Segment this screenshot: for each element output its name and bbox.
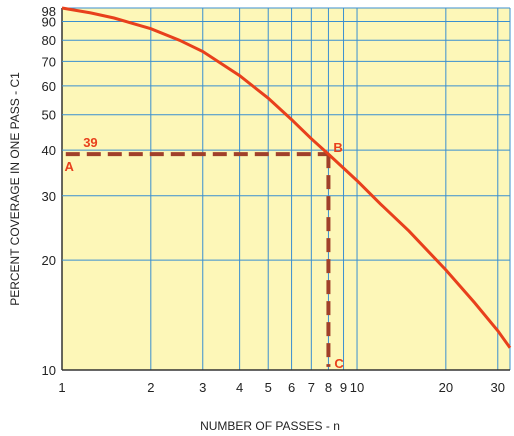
y-tick-label: 30 [42,189,56,204]
annotation-c: C [334,356,344,371]
annotation-b: B [333,140,342,155]
coverage-curve [61,6,512,349]
x-tick-label: 1 [58,380,65,395]
y-gridlines [62,7,510,371]
x-tick-label: 8 [325,380,332,395]
y-tick-label: 10 [42,363,56,378]
x-tick-label: 20 [439,380,453,395]
series-layer [61,6,512,349]
x-gridlines [61,8,511,370]
x-tick-label: 2 [147,380,154,395]
y-tick-label: 20 [42,253,56,268]
x-axis-label: NUMBER OF PASSES - n [200,419,340,433]
y-tick-label: 80 [42,33,56,48]
x-tick-label: 9 [340,380,347,395]
plot-background [62,8,510,370]
annotation-39: 39 [83,135,97,150]
x-tick-label: 7 [308,380,315,395]
x-tick-label: 6 [288,380,295,395]
x-tick-label: 4 [236,380,243,395]
x-tick-label: 3 [199,380,206,395]
y-tick-label: 40 [42,143,56,158]
x-tick-labels: 1 2 3 4 5 6 7 8 9 10 20 30 [58,380,505,395]
annotations: 39 A B C [65,135,345,371]
y-tick-label: 98 [42,4,56,19]
x-tick-label: 5 [265,380,272,395]
y-tick-label: 60 [42,79,56,94]
x-tick-label: 30 [491,380,505,395]
annotation-a: A [65,159,75,174]
y-tick-label: 90 [42,15,56,30]
y-tick-label: 70 [42,54,56,69]
guide-layer [65,152,331,367]
y-tick-label: 50 [42,108,56,123]
x-tick-label: 10 [350,380,364,395]
y-axis-label: PERCENT COVERAGE IN ONE PASS - C1 [8,72,22,306]
